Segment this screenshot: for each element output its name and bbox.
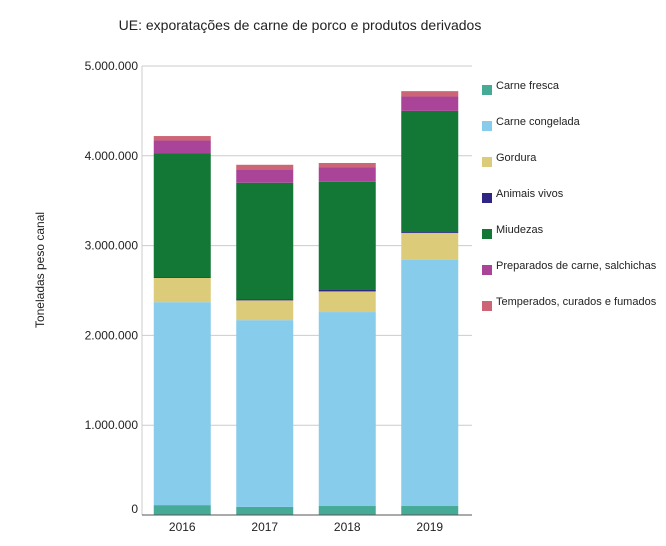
legend-item[interactable]: Animais vivos <box>482 188 564 203</box>
bar-segment-2018-4[interactable] <box>318 181 376 290</box>
legend-swatch <box>482 265 492 275</box>
legend-item[interactable]: Preparados de carne, salchichas <box>482 260 657 275</box>
y-tick-label: 5.000.000 <box>85 59 139 73</box>
bar-segment-2018-3[interactable] <box>318 289 376 292</box>
legend-item[interactable]: Gordura <box>482 152 537 167</box>
legend-item[interactable]: Temperados, curados e fumados <box>482 296 657 311</box>
legend-swatch <box>482 193 492 203</box>
y-axis-title: Toneladas peso canal <box>33 212 47 328</box>
bar-segment-2018-0[interactable] <box>318 506 376 515</box>
x-tick-label: 2017 <box>251 520 278 534</box>
y-tick-label: 2.000.000 <box>85 328 139 342</box>
y-tick-label: 0 <box>131 502 138 516</box>
bar-segment-2016-5[interactable] <box>153 140 211 154</box>
x-tick-label: 2018 <box>334 520 361 534</box>
legend-label: Preparados de carne, salchichas <box>496 260 657 272</box>
bar-segment-2019-6[interactable] <box>401 91 459 97</box>
bar-segment-2016-3[interactable] <box>153 277 211 278</box>
bar-segment-2016-6[interactable] <box>153 136 211 141</box>
legend-label: Temperados, curados e fumados <box>496 296 657 308</box>
legend-label: Carne fresca <box>496 80 560 92</box>
bar-segment-2016-2[interactable] <box>153 277 211 303</box>
bar-segment-2017-1[interactable] <box>236 320 294 507</box>
bar-segment-2017-3[interactable] <box>236 299 294 301</box>
bar-segment-2019-2[interactable] <box>401 233 459 260</box>
bar-segment-2016-0[interactable] <box>153 505 211 515</box>
bar-segment-2017-0[interactable] <box>236 506 294 515</box>
bar-segment-2018-6[interactable] <box>318 162 376 168</box>
y-tick-label: 4.000.000 <box>85 149 139 163</box>
chart-title: UE: exporatações de carne de porco e pro… <box>119 17 482 33</box>
bar-segment-2019-3[interactable] <box>401 232 459 234</box>
x-tick-label: 2016 <box>169 520 196 534</box>
bar-segment-2018-5[interactable] <box>318 167 376 182</box>
legend-swatch <box>482 121 492 131</box>
legend-swatch <box>482 85 492 95</box>
bar-segment-2019-0[interactable] <box>401 506 459 515</box>
legend-label: Animais vivos <box>496 188 564 200</box>
bar-segment-2016-4[interactable] <box>153 153 211 278</box>
x-tick-label: 2019 <box>416 520 443 534</box>
bar-segment-2017-6[interactable] <box>236 164 294 170</box>
bar-segment-2018-1[interactable] <box>318 312 376 507</box>
bar-segment-2017-5[interactable] <box>236 169 294 183</box>
legend-label: Carne congelada <box>496 116 581 128</box>
y-tick-label: 3.000.000 <box>85 239 139 253</box>
legend-swatch <box>482 301 492 311</box>
bar-segment-2016-1[interactable] <box>153 302 211 506</box>
legend-item[interactable]: Carne fresca <box>482 80 560 95</box>
legend-item[interactable]: Carne congelada <box>482 116 581 131</box>
y-tick-label: 1.000.000 <box>85 418 139 432</box>
bar-segment-2017-2[interactable] <box>236 300 294 321</box>
legend-item[interactable]: Miudezas <box>482 224 544 239</box>
bar-segment-2019-1[interactable] <box>401 259 459 507</box>
legend-label: Miudezas <box>496 224 544 236</box>
legend-swatch <box>482 157 492 167</box>
legend-swatch <box>482 229 492 239</box>
bar-segment-2019-5[interactable] <box>401 96 459 111</box>
legend-label: Gordura <box>496 152 537 164</box>
bar-segment-2017-4[interactable] <box>236 182 294 300</box>
bar-segment-2018-2[interactable] <box>318 291 376 313</box>
bar-segment-2019-4[interactable] <box>401 110 459 233</box>
